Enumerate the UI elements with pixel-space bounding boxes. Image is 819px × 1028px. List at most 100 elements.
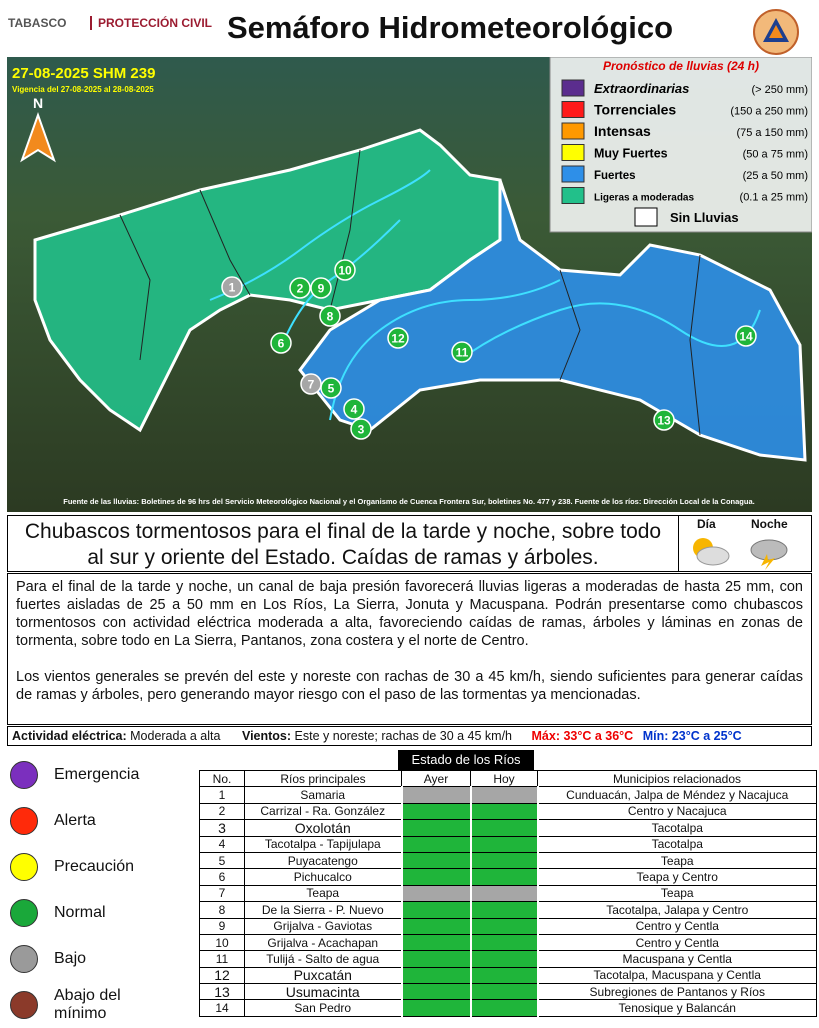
municipalities: Centro y Centla	[537, 917, 817, 935]
legend-swatch	[561, 79, 585, 97]
status-label: Normal	[54, 904, 106, 921]
river-number: 7	[199, 884, 245, 903]
status-today	[470, 802, 539, 821]
forecast-text: Para el final de la tarde y noche, un ca…	[7, 573, 812, 725]
municipalities: Cunduacán, Jalpa de Méndez y Nacajuca	[537, 786, 817, 804]
municipalities: Teapa y Centro	[537, 868, 817, 886]
day-label: Día	[697, 517, 716, 531]
status-today	[470, 868, 539, 886]
status-today	[470, 933, 539, 952]
page-title: Semáforo Hidrometeorológico	[226, 10, 674, 45]
status-item: Emergencia	[10, 752, 190, 798]
status-yesterday	[400, 835, 472, 853]
table-header: Ríos principales	[244, 769, 402, 788]
legend-title: Pronóstico de lluvias (24 h)	[603, 59, 759, 73]
river-number: 11	[199, 950, 245, 968]
river-name: Carrizal - Ra. González	[244, 802, 402, 821]
river-marker	[343, 398, 365, 420]
river-marker	[451, 341, 473, 363]
river-name: De la Sierra - P. Nuevo	[244, 901, 402, 919]
river-number: 9	[199, 917, 245, 935]
paragraph: Los vientos generales se prevén del este…	[16, 669, 803, 703]
status-today	[470, 835, 539, 853]
table-row: 9 Grijalva - Gaviotas Centro y Centla	[199, 917, 817, 935]
legend-label: Ligeras a moderadas	[594, 193, 694, 204]
wind-label: Vientos:	[241, 729, 292, 743]
status-label: Precaución	[54, 858, 135, 875]
status-yesterday	[400, 966, 472, 985]
wind-value: Este y noreste; rachas de 30 a 45 km/h	[294, 729, 513, 743]
status-dot	[10, 807, 38, 835]
legend-range: (50 a 75 mm)	[743, 149, 808, 161]
municipalities: Tacotalpa, Macuspana y Centla	[537, 966, 817, 985]
source-note: Fuente de las lluvias: Boletines de 96 h…	[63, 497, 754, 506]
river-number: 6	[199, 868, 245, 886]
map: N 27-08-2025 SHM 239 Vigencia del 27-08-…	[7, 57, 812, 512]
river-name: Pichucalco	[244, 868, 402, 886]
legend-label: Sin Lluvias	[670, 210, 739, 225]
river-marker-label: 3	[358, 423, 365, 437]
municipalities: Subregiones de Pantanos y Ríos	[537, 983, 817, 1001]
status-item: Normal	[10, 890, 190, 936]
river-marker-label: 11	[456, 346, 469, 360]
river-marker-label: 14	[739, 330, 753, 344]
municipalities: Tenosique y Balancán	[537, 999, 817, 1017]
status-item: Precaución	[10, 844, 190, 890]
status-dot	[10, 853, 38, 881]
river-marker	[310, 277, 332, 299]
river-marker	[319, 305, 341, 327]
river-name: Puxcatán	[244, 966, 402, 985]
municipalities: Tacotalpa	[537, 819, 817, 837]
table-row: 8 De la Sierra - P. Nuevo Tacotalpa, Jalap…	[199, 901, 817, 919]
municipalities: Teapa	[537, 884, 817, 903]
status-today	[470, 786, 539, 804]
status-yesterday	[400, 819, 472, 837]
status-item: Abajo del mínimo	[10, 982, 190, 1028]
river-marker-label: 5	[328, 382, 335, 396]
max-temp: Máx: 33°C a 36°C	[531, 729, 634, 743]
river-marker-label: 8	[327, 310, 334, 324]
river-name: Grijalva - Gaviotas	[244, 917, 402, 935]
river-number: 4	[199, 835, 245, 853]
electric-value: Moderada a alta	[130, 729, 221, 743]
status-label: Emergencia	[54, 766, 140, 783]
table-row: 7 Teapa Teapa	[199, 884, 817, 903]
river-number: 2	[199, 802, 245, 821]
river-number: 1	[199, 786, 245, 804]
status-dot	[10, 991, 38, 1019]
river-marker	[320, 377, 342, 399]
river-name: Samaria	[244, 786, 402, 804]
municipal-borders	[119, 149, 701, 436]
rivers-table: No. Ríos principales Ayer Hoy Municipios rel…	[199, 769, 817, 1017]
river-number: 13	[199, 983, 245, 1001]
river-marker	[350, 418, 372, 440]
status-label: Bajo	[54, 950, 87, 967]
river-number: 10	[199, 933, 245, 952]
min-temp: Mín: 23°C a 25°C	[642, 729, 742, 743]
status-yesterday	[400, 950, 472, 968]
summary-bar: Actividad eléctrica: Moderada a alta Vie…	[7, 726, 812, 746]
table-title: Estado de los Ríos	[398, 750, 534, 770]
table-row: 14 San Pedro Tenosique y Balancán	[199, 999, 817, 1017]
river-marker	[334, 259, 356, 281]
north-label: N	[33, 95, 43, 111]
status-today	[470, 819, 539, 837]
bulletin-date: 27-08-2025 SHM 239	[12, 65, 155, 82]
status-dot	[10, 945, 38, 973]
river-marker-label: 13	[657, 414, 671, 428]
river-marker	[300, 373, 322, 395]
river-number: 8	[199, 901, 245, 919]
rivers	[209, 169, 761, 421]
river-number: 3	[199, 819, 245, 837]
river-marker	[387, 327, 409, 349]
river-name: Tulijá - Salto de agua	[244, 950, 402, 968]
table-header: Hoy	[470, 769, 538, 788]
status-item: Bajo	[10, 936, 190, 982]
status-today	[470, 950, 539, 968]
table-row: 4 Tacotalpa - Tapijulapa Tacotalpa	[199, 835, 817, 853]
river-name: San Pedro	[244, 999, 402, 1017]
status-yesterday	[400, 999, 472, 1017]
logo-proteccion-civil: PROTECCIÓN CIVIL	[90, 16, 212, 30]
river-marker	[221, 276, 243, 298]
